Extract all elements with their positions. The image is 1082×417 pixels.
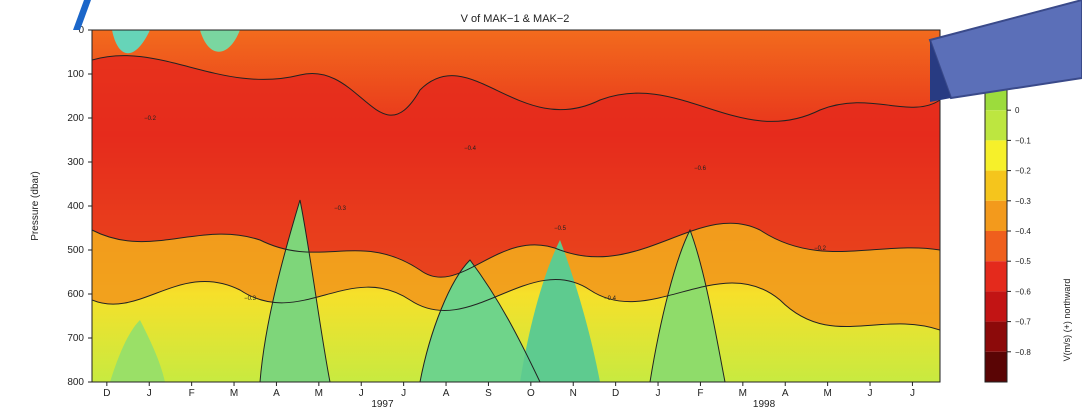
contour-label: −0.3 — [244, 296, 257, 302]
x-tick-label: D — [612, 388, 619, 399]
contour-field — [92, 30, 940, 382]
x-tick-label: A — [443, 388, 450, 399]
contour-blob-green-4 — [650, 230, 725, 382]
contour-blob-green-1 — [260, 200, 330, 382]
colorbar-tick-label: −0.5 — [1015, 257, 1031, 266]
x-tick-label: A — [273, 388, 280, 399]
colorbar-label: V(m/s) (+) northward — [1062, 279, 1072, 362]
y-axis-label: Pressure (dbar) — [30, 171, 41, 240]
x-tick-label: M — [823, 388, 831, 399]
colorbar-segment — [985, 200, 1007, 231]
blue-stroke-shape — [73, 0, 91, 30]
colorbar: 0 −0.1 −0.2 −0.3 −0.4 −0.5 −0.6 −0.7 −0.8 — [984, 79, 1031, 383]
contour-label: −0.3 — [334, 206, 347, 212]
x-tick-label: D — [103, 388, 110, 399]
y-tick-label: 400 — [67, 201, 84, 212]
x-tick-label: J — [401, 388, 406, 399]
colorbar-segment — [985, 231, 1007, 262]
colorbar-tick-label: −0.2 — [1015, 167, 1031, 176]
x-tick-label: N — [570, 388, 577, 399]
x-year-label: 1998 — [753, 399, 776, 410]
colorbar-segment — [985, 291, 1007, 322]
x-tick-label: J — [656, 388, 661, 399]
colorbar-tick-label: −0.6 — [1015, 287, 1031, 296]
y-tick-label: 700 — [67, 333, 84, 344]
contour-blob-green-3 — [520, 240, 600, 382]
x-tick-label: F — [697, 388, 703, 399]
contour-label: −0.4 — [604, 296, 617, 302]
colorbar-tick-label: −0.8 — [1015, 348, 1031, 357]
x-tick-label: A — [782, 388, 789, 399]
y-tick-label: 600 — [67, 289, 84, 300]
y-tick-label: 500 — [67, 245, 84, 256]
colorbar-tick-label: −0.3 — [1015, 197, 1031, 206]
y-tick-label: 200 — [67, 113, 84, 124]
contour-blob-green-5 — [110, 320, 165, 382]
y-tick-label: 0 — [78, 25, 84, 36]
colorbar-segment — [985, 261, 1007, 292]
contour-blob-cyan-top — [112, 30, 150, 54]
contour-band-orange — [92, 223, 940, 330]
x-axis-years: 1997 1998 — [371, 399, 775, 410]
x-tick-label: M — [230, 388, 238, 399]
colorbar-segment — [985, 321, 1007, 352]
contour-label: −0.5 — [554, 226, 567, 232]
x-tick-label: M — [315, 388, 323, 399]
y-tick-label: 800 — [67, 377, 84, 388]
colorbar-tick-label: −0.7 — [1015, 318, 1031, 327]
x-tick-label: J — [868, 388, 873, 399]
colorbar-tick-label: −0.1 — [1015, 136, 1031, 145]
y-tick-label: 100 — [67, 69, 84, 80]
colorbar-segment — [985, 110, 1007, 141]
colorbar-segment — [985, 140, 1007, 171]
contour-label: −0.6 — [694, 166, 707, 172]
contour-label: −0.4 — [464, 146, 477, 152]
contour-label: −0.2 — [814, 246, 827, 252]
arrow-overlay-shape — [928, 0, 1082, 102]
y-tick-label: 300 — [67, 157, 84, 168]
colorbar-tick-label: 0 — [1015, 106, 1020, 115]
y-axis-ticks: 0 100 200 300 400 500 600 700 800 — [67, 25, 92, 388]
colorbar-segment — [985, 170, 1007, 201]
contour-label: −0.2 — [144, 116, 157, 122]
contour-label-group: −0.2 −0.3 −0.4 −0.5 −0.6 −0.2 −0.3 −0.4 — [144, 116, 827, 302]
contour-blob-cyan-top-2 — [200, 30, 240, 52]
colorbar-tick-label: −0.4 — [1015, 227, 1031, 236]
colorbar-segment — [985, 351, 1007, 382]
x-tick-label: J — [910, 388, 915, 399]
x-tick-label: M — [739, 388, 747, 399]
x-year-label: 1997 — [371, 399, 394, 410]
x-tick-label: F — [189, 388, 195, 399]
x-tick-label: J — [359, 388, 364, 399]
x-tick-label: J — [147, 388, 152, 399]
x-tick-label: S — [485, 388, 492, 399]
chart-title: V of MAK−1 & MAK−2 — [461, 13, 570, 25]
x-tick-label: O — [527, 388, 535, 399]
